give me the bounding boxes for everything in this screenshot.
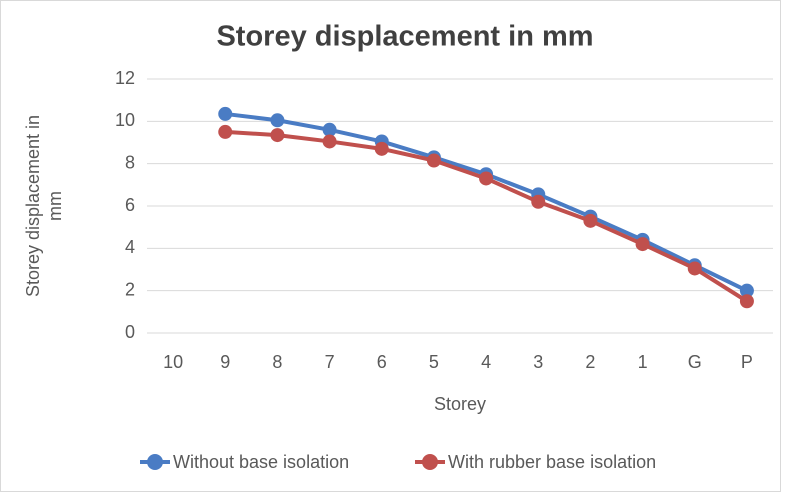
x-tick-label: 5 xyxy=(429,352,439,372)
data-point xyxy=(322,122,337,137)
data-point xyxy=(218,106,233,121)
x-tick-label: 10 xyxy=(163,352,183,372)
y-tick-label: 12 xyxy=(115,68,135,88)
y-tick-label: 6 xyxy=(125,195,135,215)
data-point xyxy=(270,128,285,143)
data-point xyxy=(218,124,233,139)
y-tick-label: 4 xyxy=(125,237,135,257)
legend-swatch-marker xyxy=(422,454,438,470)
y-axis-label: Storey displacement in mm xyxy=(23,115,65,297)
data-point xyxy=(531,194,546,209)
data-point xyxy=(635,237,650,252)
data-point xyxy=(322,134,337,149)
x-tick-label: 9 xyxy=(220,352,230,372)
data-point xyxy=(583,213,598,228)
legend: Without base isolation With rubber base i… xyxy=(140,452,656,472)
chart-title: Storey displacement in mm xyxy=(216,21,593,53)
y-tick-label: 0 xyxy=(125,322,135,342)
data-point xyxy=(426,153,441,168)
x-tick-label: 1 xyxy=(638,352,648,372)
x-tick-label: 4 xyxy=(481,352,491,372)
x-tick-label: 7 xyxy=(325,352,335,372)
data-point xyxy=(739,294,754,309)
data-point xyxy=(374,141,389,156)
x-tick-label: 2 xyxy=(585,352,595,372)
data-point xyxy=(479,171,494,186)
x-tick-label: 6 xyxy=(377,352,387,372)
data-point xyxy=(270,113,285,128)
data-point xyxy=(739,283,754,298)
y-tick-label: 2 xyxy=(125,279,135,299)
legend-label: With rubber base isolation xyxy=(448,452,656,472)
legend-swatch-marker xyxy=(147,454,163,470)
x-axis-label: Storey xyxy=(434,394,486,414)
y-tick-label: 8 xyxy=(125,152,135,172)
legend-label: Without base isolation xyxy=(173,452,349,472)
x-tick-label: 3 xyxy=(533,352,543,372)
x-tick-label: G xyxy=(688,352,702,372)
y-tick-label: 10 xyxy=(115,110,135,130)
x-tick-label: P xyxy=(741,352,753,372)
x-tick-label: 8 xyxy=(272,352,282,372)
data-point xyxy=(687,261,702,276)
